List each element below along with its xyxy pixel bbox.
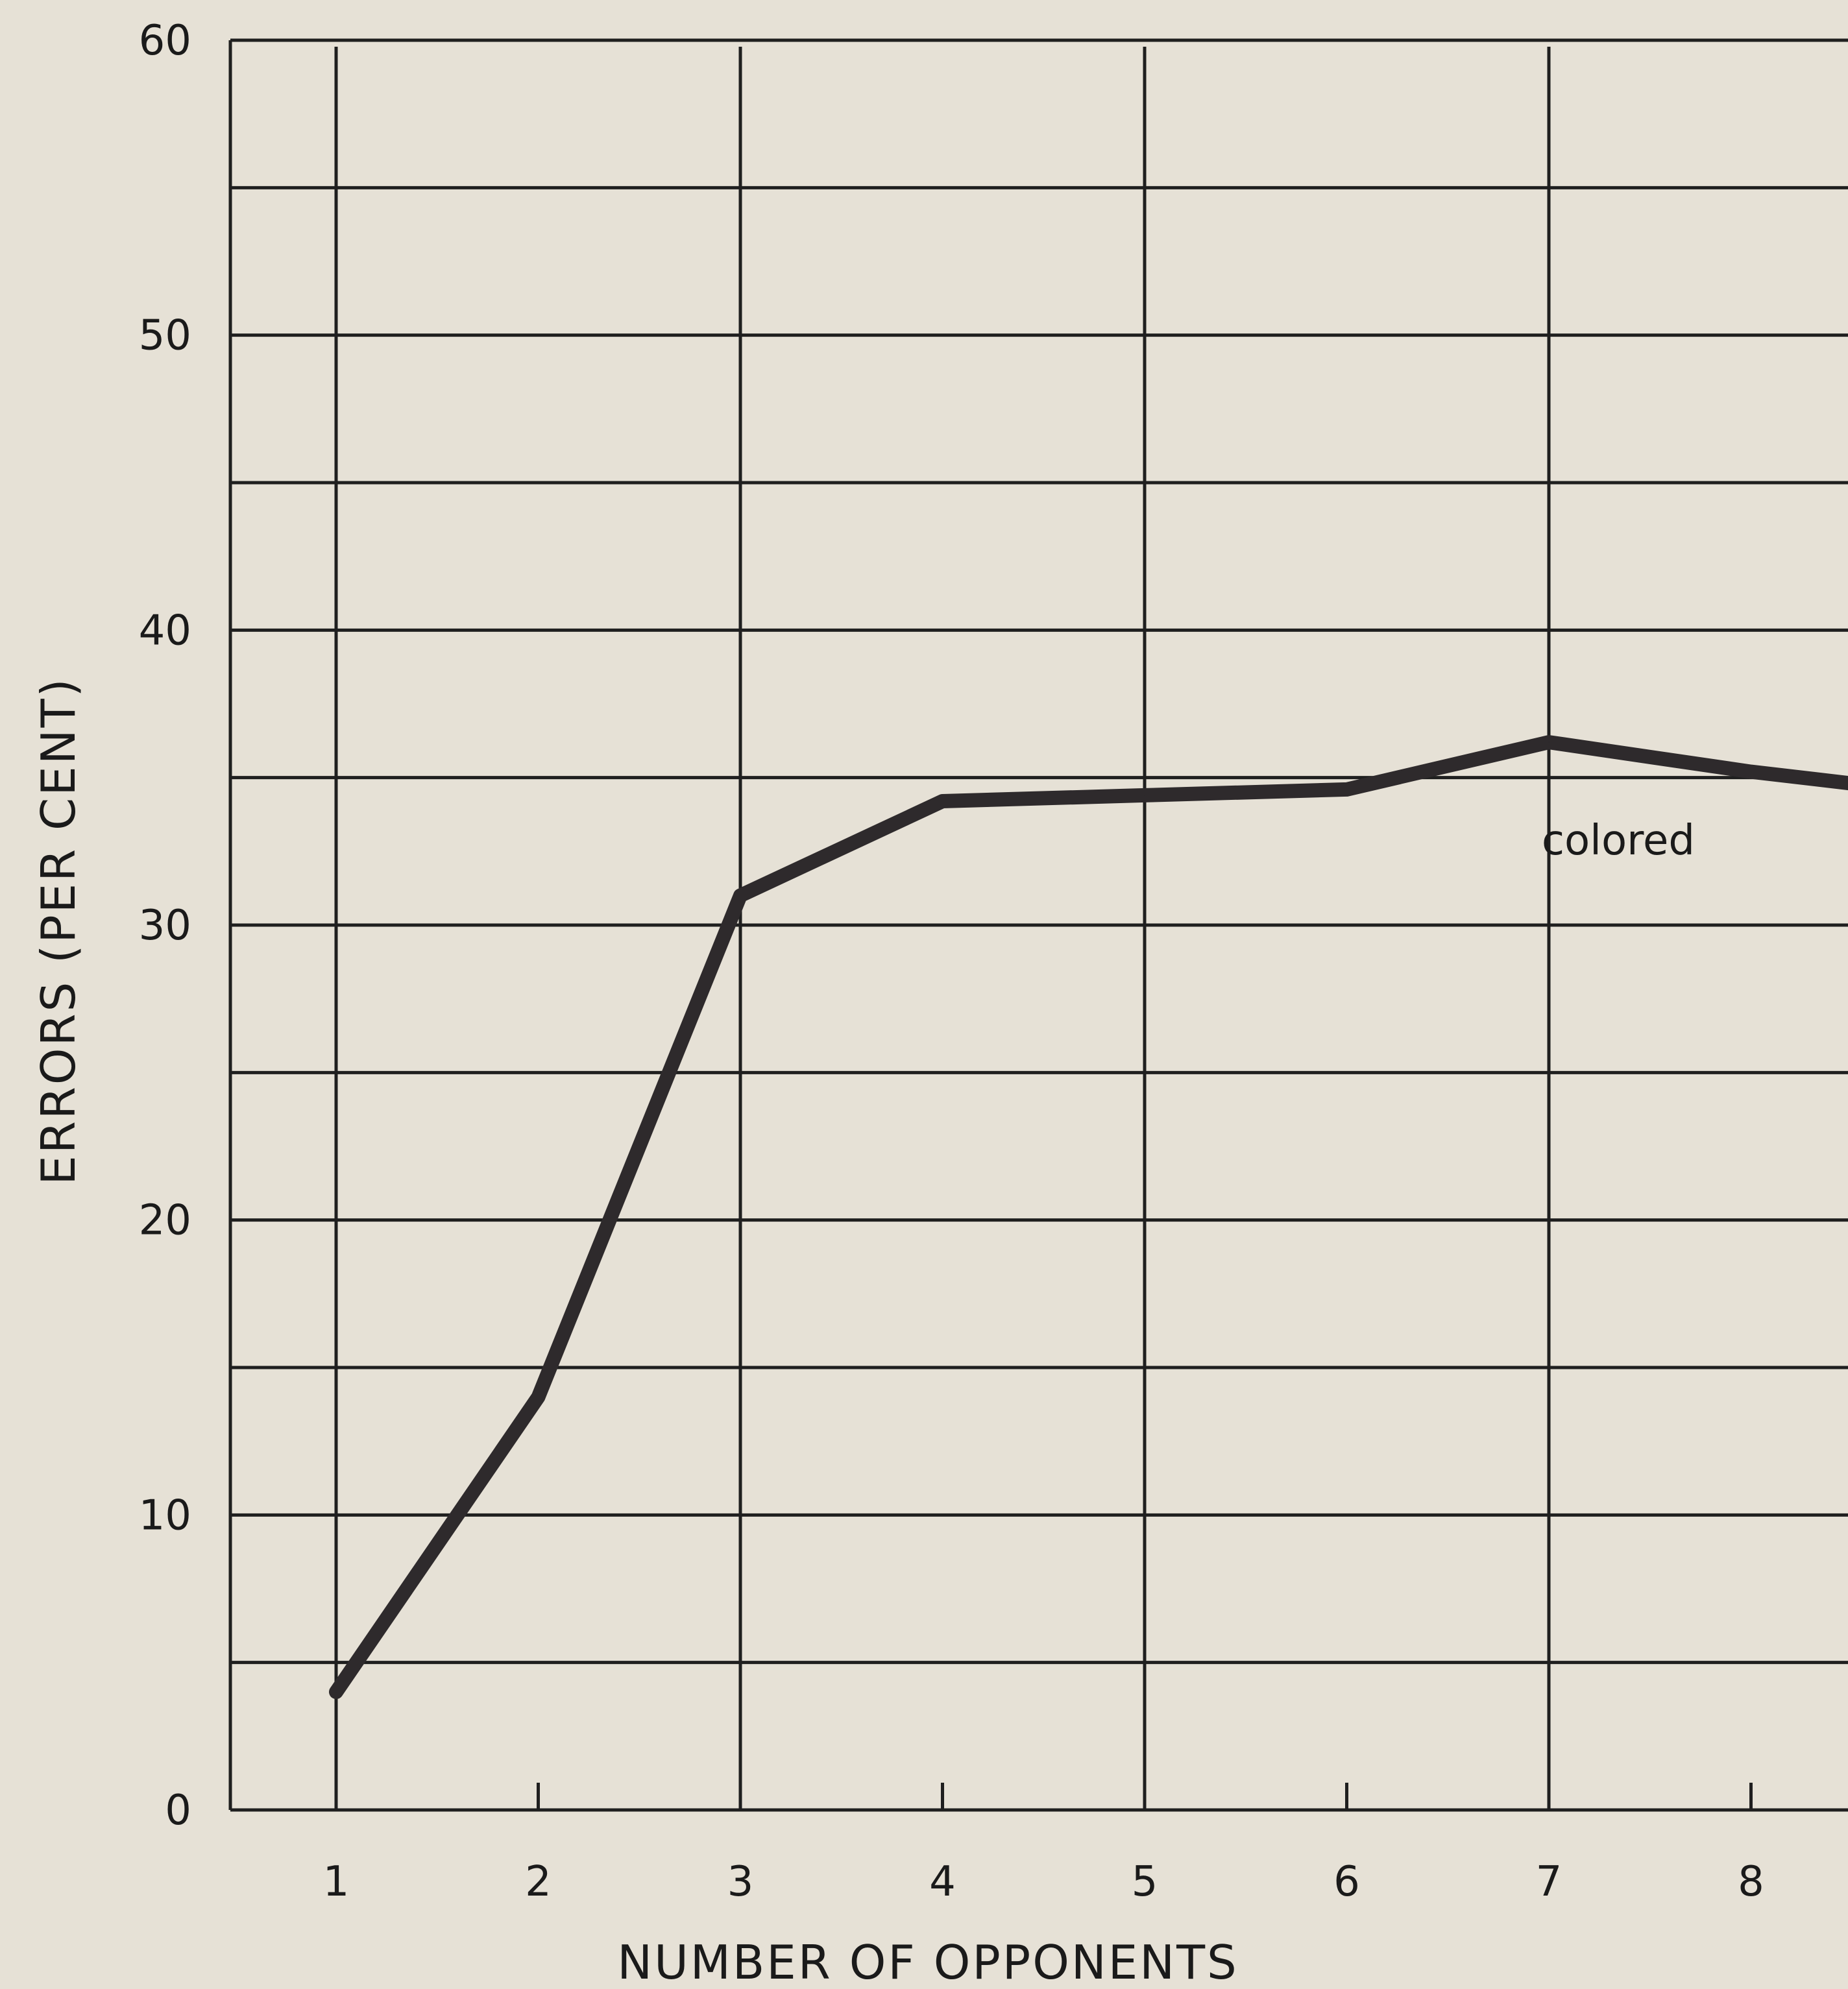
x-tick-labels: 123456789101112131415	[323, 1858, 1764, 1906]
data-point	[1346, 788, 1348, 790]
y-tick-label: 50	[139, 312, 191, 360]
data-point	[740, 895, 741, 897]
data-point	[1548, 741, 1550, 743]
y-tick-labels: 0 10 20 30 40 50 60	[139, 17, 191, 1835]
x-tick-label: 4	[929, 1858, 956, 1906]
data-point	[1750, 771, 1752, 773]
x-tick-label: 1	[323, 1858, 350, 1906]
data-point	[335, 1691, 337, 1693]
y-tick-label: 60	[139, 17, 191, 65]
series-label: colored	[1542, 817, 1695, 865]
x-tick-label: 7	[1536, 1858, 1562, 1906]
x-tick-label: 8	[1738, 1858, 1764, 1906]
data-point	[942, 801, 943, 802]
y-tick-label: 10	[139, 1491, 191, 1539]
data-point	[537, 1396, 539, 1398]
y-tick-label: 30	[139, 902, 191, 950]
x-axis-title: NUMBER OF OPPONENTS	[617, 1935, 1239, 1989]
y-axis-title: ERRORS (PER CENT)	[31, 677, 86, 1185]
y-tick-label: 20	[139, 1197, 191, 1245]
tick-marks	[537, 1783, 1753, 1810]
x-tick-label: 3	[727, 1858, 754, 1906]
y-tick-label: 40	[139, 607, 191, 655]
grid	[228, 38, 1848, 1812]
x-tick-label: 6	[1333, 1858, 1360, 1906]
data-point	[1144, 794, 1145, 796]
y-tick-label: 0	[165, 1787, 191, 1835]
x-tick-label: 2	[525, 1858, 552, 1906]
x-tick-label: 5	[1132, 1858, 1158, 1906]
series-group: colored	[329, 735, 1848, 1700]
